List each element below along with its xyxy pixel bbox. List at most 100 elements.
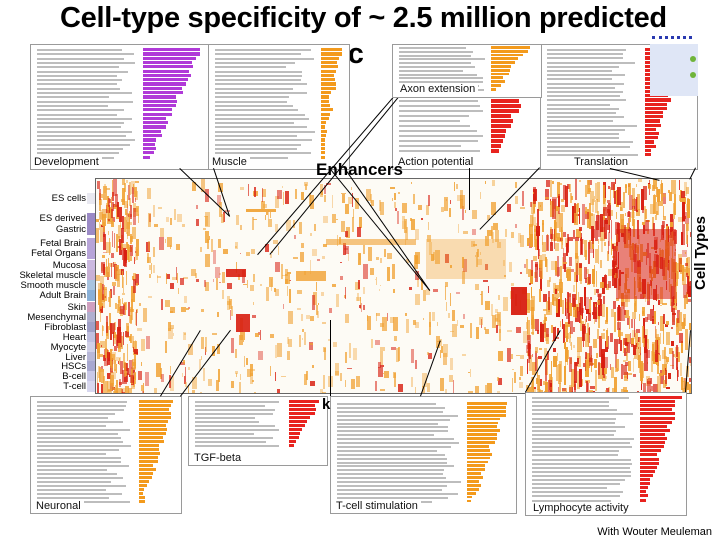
term-text-line xyxy=(532,454,619,457)
heatmap-block xyxy=(161,373,164,383)
heatmap-block xyxy=(318,303,320,306)
heatmap-block xyxy=(485,329,490,334)
heatmap-block xyxy=(638,179,642,183)
enrichment-bar xyxy=(289,412,315,415)
heatmap-block xyxy=(366,189,371,201)
heatmap-block xyxy=(240,225,243,231)
enrichment-bar xyxy=(645,136,658,140)
heatmap-block xyxy=(109,348,112,367)
heatmap-block xyxy=(540,379,543,387)
heatmap-block xyxy=(541,222,544,225)
heatmap-block xyxy=(414,228,419,241)
heatmap-block xyxy=(575,279,577,300)
heatmap-block xyxy=(370,338,373,348)
heatmap-block xyxy=(582,363,586,368)
heatmap-block xyxy=(124,362,126,378)
heatmap-block xyxy=(573,383,576,393)
heatmap-block xyxy=(110,263,113,278)
heatmap-block xyxy=(273,287,276,293)
heatmap-block xyxy=(360,302,362,312)
term-text-line xyxy=(215,122,295,125)
heatmap-block xyxy=(565,347,569,363)
enrichment-bar xyxy=(467,429,501,433)
heatmap-block xyxy=(166,273,171,279)
heatmap-block xyxy=(496,325,499,334)
heatmap-block xyxy=(115,194,118,207)
heatmap-block xyxy=(445,254,450,263)
enrichment-bar xyxy=(139,476,152,479)
go-panel-axon-overlay: Axon extension xyxy=(392,44,542,98)
heatmap-block xyxy=(479,316,484,325)
heatmap-block xyxy=(370,199,374,207)
heatmap-block xyxy=(218,368,220,383)
heatmap-block xyxy=(170,325,174,330)
heatmap-block xyxy=(219,272,221,276)
enrichment-bar xyxy=(640,396,682,400)
heatmap-block xyxy=(511,287,527,315)
enrichment-bar xyxy=(640,420,672,424)
heatmap-block xyxy=(596,288,599,293)
heatmap-block xyxy=(312,248,317,256)
heatmap-block xyxy=(111,202,115,212)
heatmap-block xyxy=(490,303,493,317)
term-text-line xyxy=(37,49,123,51)
term-text-line xyxy=(532,499,611,502)
heatmap-block xyxy=(474,255,477,258)
heatmap-block xyxy=(635,329,640,333)
heatmap-block xyxy=(553,228,556,249)
heatmap-block xyxy=(370,268,374,276)
heatmap-block xyxy=(103,284,106,303)
heatmap-block xyxy=(579,179,581,182)
heatmap-block xyxy=(421,372,427,387)
heatmap-block xyxy=(583,267,587,280)
heatmap-block xyxy=(157,276,162,278)
heatmap-block xyxy=(356,227,362,237)
heatmap-block xyxy=(328,339,330,342)
cell-type-label: Skin xyxy=(67,302,86,313)
term-text-line xyxy=(37,409,124,411)
heatmap-block xyxy=(627,223,630,230)
heatmap-block xyxy=(99,353,103,357)
heatmap-block xyxy=(168,322,172,331)
heatmap-block xyxy=(417,204,422,210)
term-text-line xyxy=(215,96,290,99)
heatmap-block xyxy=(203,368,205,381)
term-text-line xyxy=(195,425,275,427)
heatmap-block xyxy=(530,234,534,247)
heatmap-block xyxy=(297,289,302,295)
heatmap-block xyxy=(99,275,104,284)
heatmap-block xyxy=(555,297,559,313)
enrichment-bar xyxy=(640,461,660,465)
term-text-line xyxy=(399,150,481,152)
heatmap-block xyxy=(636,209,640,216)
heatmap-block xyxy=(253,391,256,393)
heatmap-block xyxy=(531,361,537,376)
heatmap-block xyxy=(275,289,280,297)
heatmap-block xyxy=(413,193,415,205)
heatmap-block xyxy=(316,259,320,262)
heatmap-block xyxy=(427,222,429,230)
enrichment-bar xyxy=(143,86,183,90)
enrichment-bar xyxy=(289,440,296,443)
enrichment-bar xyxy=(645,106,667,110)
term-text-line xyxy=(337,406,446,409)
heatmap-block xyxy=(570,193,572,204)
term-text-line xyxy=(195,445,280,447)
heatmap-block xyxy=(550,260,555,270)
heatmap-block xyxy=(581,320,585,325)
heatmap-block xyxy=(686,266,688,276)
connector-line xyxy=(469,168,470,210)
heatmap-block xyxy=(563,253,567,269)
heatmap-block xyxy=(123,352,125,368)
heatmap-block xyxy=(414,321,419,329)
heatmap-block xyxy=(100,220,102,222)
term-text-line xyxy=(37,79,123,82)
enrichment-bar xyxy=(143,69,189,73)
heatmap-block xyxy=(310,260,312,274)
term-text-line xyxy=(37,433,119,435)
heatmap-block xyxy=(611,387,615,393)
heatmap-block xyxy=(410,376,414,388)
term-text-line xyxy=(37,87,121,90)
heatmap-block xyxy=(585,309,590,314)
heatmap-block xyxy=(532,186,536,204)
